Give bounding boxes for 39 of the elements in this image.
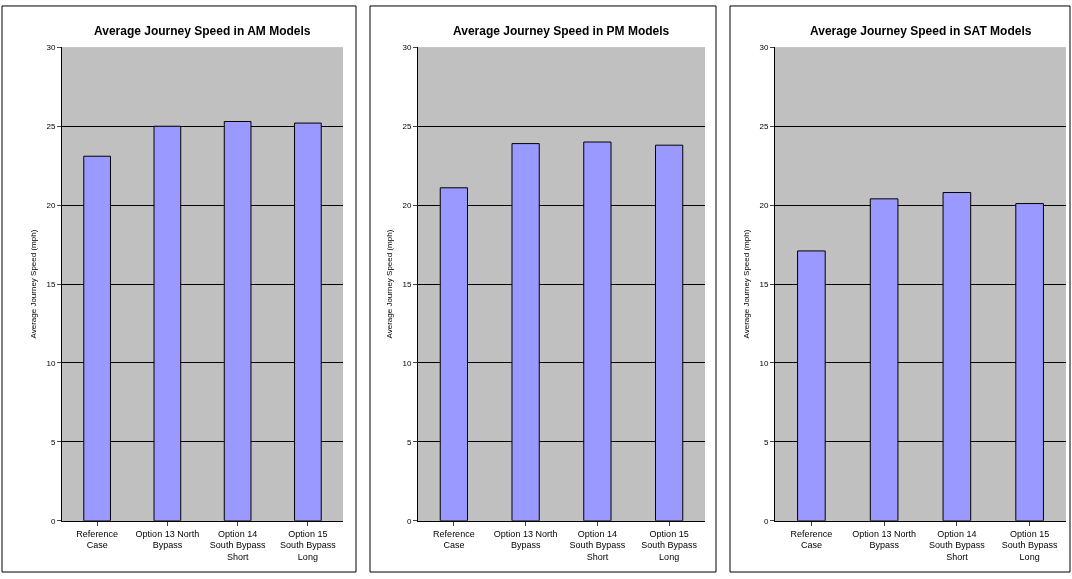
y-tick-label: 30 — [402, 43, 412, 53]
y-axis-title: Average Journey Speed (mph) — [29, 229, 39, 339]
y-tick-label: 25 — [46, 122, 56, 132]
y-tick-label: 20 — [759, 200, 769, 210]
x-tick-label: Option 14 South Bypass Short — [209, 528, 266, 563]
y-tick-label: 10 — [46, 358, 56, 368]
x-tick-label: Option 13 North Bypass — [493, 528, 558, 551]
chart-title: Average Journey Speed in AM Models — [94, 24, 311, 38]
x-tick-label: Reference Case — [76, 528, 118, 551]
x-tick-label: Option 13 North Bypass — [852, 528, 916, 551]
x-tick-label: Option 14 South Bypass Short — [569, 528, 626, 563]
y-tick-label: 30 — [759, 43, 769, 53]
x-tick-label: Reference Case — [790, 528, 833, 551]
y-tick-label: 20 — [46, 200, 56, 210]
x-tick-label: Option 14 South Bypass Short — [929, 528, 986, 563]
y-tick-label: 5 — [406, 437, 412, 447]
x-tick-label: Option 13 North Bypass — [135, 528, 200, 551]
y-tick-label: 15 — [402, 279, 412, 289]
y-tick-label: 5 — [763, 437, 769, 447]
y-tick-label: 15 — [46, 279, 56, 289]
y-tick-label: 0 — [50, 516, 56, 526]
y-tick-label: 0 — [406, 516, 412, 526]
y-tick-label: 25 — [402, 122, 412, 132]
x-tick-label: Option 15 South Bypass Long — [280, 528, 337, 563]
y-tick-label: 10 — [402, 358, 412, 368]
y-axis-title: Average Journey Speed (mph) — [385, 229, 395, 339]
chart-title: Average Journey Speed in PM Models — [453, 24, 670, 38]
y-axis-title: Average Journey Speed (mph) — [742, 229, 752, 339]
x-tick-label: Reference Case — [433, 528, 475, 551]
chart-title: Average Journey Speed in SAT Models — [810, 24, 1032, 38]
y-tick-label: 30 — [46, 43, 56, 53]
y-tick-label: 25 — [759, 122, 769, 132]
y-tick-label: 5 — [50, 437, 56, 447]
y-tick-label: 10 — [759, 358, 769, 368]
x-tick-label: Option 15 South Bypass Long — [641, 528, 698, 563]
y-tick-label: 0 — [763, 516, 769, 526]
y-tick-label: 15 — [759, 279, 769, 289]
x-tick-label: Option 15 South Bypass Long — [1001, 528, 1058, 563]
y-tick-label: 20 — [402, 200, 412, 210]
